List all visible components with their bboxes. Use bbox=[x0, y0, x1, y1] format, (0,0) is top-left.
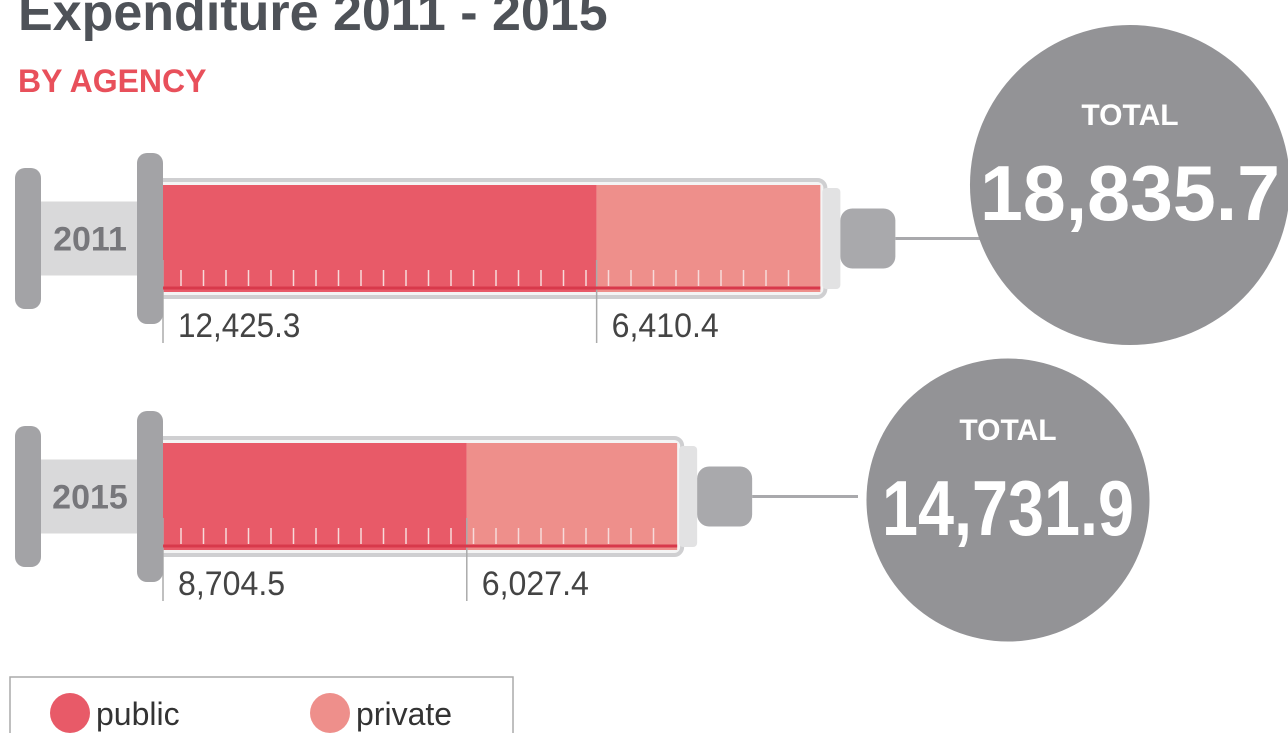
legend-swatch bbox=[50, 693, 90, 733]
total-value: 14,731.9 bbox=[882, 464, 1134, 552]
chart-subtitle: BY AGENCY bbox=[18, 63, 206, 99]
flange bbox=[137, 411, 163, 582]
flange bbox=[137, 153, 163, 324]
total-label: TOTAL bbox=[1081, 99, 1178, 132]
category-label: 2015 bbox=[52, 479, 128, 517]
value-label: 12,425.3 bbox=[178, 307, 300, 345]
total-label: TOTAL bbox=[959, 414, 1056, 447]
category-label: 2011 bbox=[53, 221, 127, 259]
total-value: 18,835.7 bbox=[980, 149, 1280, 237]
chart-title: Expenditure 2011 - 2015 bbox=[18, 0, 608, 42]
value-label: 6,027.4 bbox=[482, 565, 589, 603]
value-label: 8,704.5 bbox=[178, 565, 285, 603]
legend-label: public bbox=[96, 696, 180, 732]
bar-segment bbox=[467, 443, 677, 550]
plunger-cap bbox=[15, 426, 41, 567]
nozzle bbox=[840, 209, 895, 269]
value-label: 6,410.4 bbox=[612, 307, 719, 345]
bar-segment bbox=[597, 185, 821, 292]
chart: Expenditure 2011 - 2015 BY AGENCY 2011 12… bbox=[0, 0, 1288, 733]
legend-label: private bbox=[356, 696, 452, 732]
plunger-cap bbox=[15, 168, 41, 309]
bar-segment bbox=[163, 185, 597, 292]
legend-swatch bbox=[310, 693, 350, 733]
bar-segment bbox=[163, 443, 467, 550]
barrel-end bbox=[679, 446, 697, 547]
barrel-end bbox=[822, 188, 840, 289]
nozzle bbox=[697, 467, 752, 527]
